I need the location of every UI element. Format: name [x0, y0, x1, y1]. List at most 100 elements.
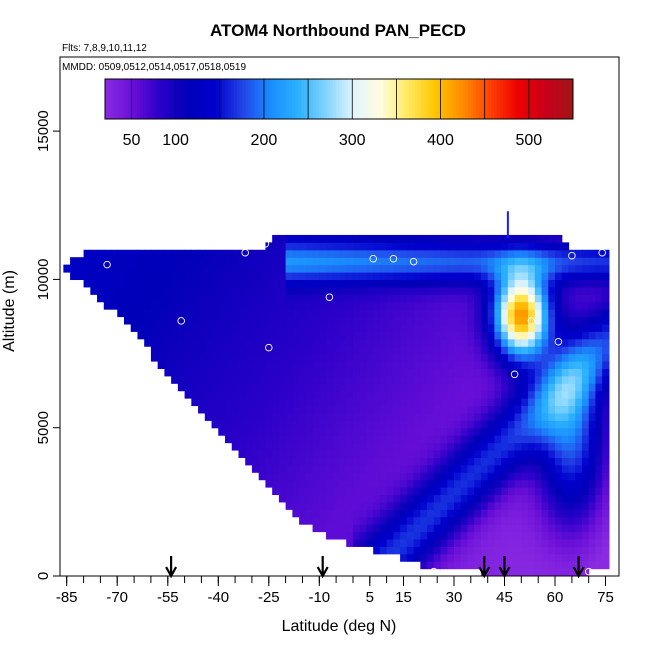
- heatmap-cell: [413, 360, 421, 369]
- colorbar-segment: [151, 79, 156, 119]
- heatmap-cell: [225, 346, 233, 355]
- heatmap-cell: [433, 546, 442, 555]
- heatmap-cell: [245, 257, 253, 266]
- heatmap-cell: [453, 435, 462, 444]
- heatmap-cell: [278, 294, 287, 303]
- heatmap-cell: [339, 531, 347, 540]
- heatmap-cell: [231, 442, 240, 451]
- colorbar-segment: [552, 79, 556, 119]
- heatmap-cell: [581, 479, 590, 488]
- heatmap-cell: [474, 464, 482, 473]
- heatmap-cell: [231, 383, 240, 392]
- heatmap-cell: [575, 531, 583, 540]
- heatmap-cell: [346, 331, 354, 340]
- heatmap-cell: [144, 316, 152, 325]
- heatmap-cell: [413, 294, 421, 303]
- heatmap-cell: [123, 301, 132, 310]
- heatmap-cell: [501, 524, 509, 533]
- heatmap-cell: [548, 501, 556, 510]
- heatmap-cell: [393, 398, 401, 407]
- heatmap-cell: [602, 464, 610, 473]
- plot-frame: [59, 56, 620, 577]
- heatmap-cell: [177, 249, 186, 258]
- heatmap-cell: [70, 264, 78, 273]
- heatmap-cell: [292, 323, 300, 332]
- heatmap-cell: [359, 264, 368, 273]
- heatmap-cell: [575, 272, 583, 281]
- heatmap-cell: [521, 531, 529, 540]
- heatmap-cell: [433, 242, 442, 251]
- heatmap-cell: [191, 316, 199, 325]
- heatmap-cell: [144, 323, 152, 332]
- heatmap-cell: [575, 264, 583, 273]
- colorbar-segment: [517, 79, 521, 119]
- heatmap-cell: [474, 390, 482, 399]
- heatmap-cell: [258, 398, 267, 407]
- heatmap-cell: [130, 279, 139, 288]
- heatmap-cell: [487, 279, 495, 288]
- heatmap-cell: [326, 257, 334, 266]
- heatmap-cell: [332, 412, 341, 421]
- heatmap-cell: [528, 442, 536, 451]
- heatmap-cell: [480, 524, 489, 533]
- heatmap-cell: [588, 487, 597, 496]
- heatmap-cell: [278, 390, 287, 399]
- heatmap-cell: [534, 516, 543, 525]
- heatmap-cell: [420, 360, 428, 369]
- heatmap-cell: [164, 249, 172, 258]
- heatmap-cell: [474, 420, 482, 429]
- heatmap-cell: [258, 301, 267, 310]
- heatmap-cell: [379, 301, 388, 310]
- heatmap-cell: [507, 338, 516, 347]
- heatmap-cell: [561, 501, 570, 510]
- heatmap-cell: [278, 346, 287, 355]
- heatmap-cell: [251, 331, 260, 340]
- heatmap-cell: [467, 561, 475, 570]
- sample-point: [69, 296, 78, 304]
- heatmap-cell: [440, 286, 448, 295]
- heatmap-cell: [433, 442, 442, 451]
- colorbar-segment: [140, 79, 144, 119]
- heatmap-cell: [312, 472, 320, 481]
- heatmap-cell: [541, 331, 549, 340]
- heatmap-cell: [602, 368, 610, 377]
- heatmap-cell: [366, 516, 374, 525]
- heatmap-cell: [534, 257, 543, 266]
- heatmap-cell: [460, 479, 469, 488]
- heatmap-cell: [272, 479, 280, 488]
- heatmap-cell: [191, 338, 199, 347]
- heatmap-cell: [602, 279, 610, 288]
- heatmap-cell: [427, 375, 435, 384]
- heatmap-cell: [440, 301, 448, 310]
- heatmap-cell: [447, 561, 455, 570]
- heatmap-cell: [90, 279, 98, 288]
- heatmap-cell: [332, 472, 341, 481]
- heatmap-cell: [561, 338, 570, 347]
- heatmap-cell: [130, 264, 139, 273]
- heatmap-cell: [521, 553, 529, 562]
- heatmap-cell: [460, 390, 469, 399]
- heatmap-cell: [332, 516, 341, 525]
- heatmap-cell: [285, 316, 293, 325]
- heatmap-cell: [568, 435, 576, 444]
- heatmap-cell: [332, 234, 341, 243]
- heatmap-cell: [312, 427, 320, 436]
- heatmap-cell: [588, 353, 597, 362]
- heatmap-cell: [534, 427, 543, 436]
- heatmap-cell: [561, 264, 570, 273]
- heatmap-cell: [299, 449, 307, 458]
- heatmap-cell: [83, 249, 91, 258]
- heatmap-cell: [433, 420, 442, 429]
- heatmap-cell: [251, 279, 260, 288]
- heatmap-cell: [373, 264, 381, 273]
- colorbar-segment: [546, 79, 551, 119]
- heatmap-cell: [346, 427, 354, 436]
- heatmap-cell: [319, 516, 327, 525]
- heatmap-cell: [474, 442, 482, 451]
- heatmap-cell: [501, 516, 509, 525]
- heatmap-cell: [346, 435, 354, 444]
- heatmap-cell: [528, 279, 536, 288]
- x-tick-label: 45: [496, 589, 513, 606]
- heatmap-cell: [258, 390, 267, 399]
- heatmap-cell: [150, 301, 159, 310]
